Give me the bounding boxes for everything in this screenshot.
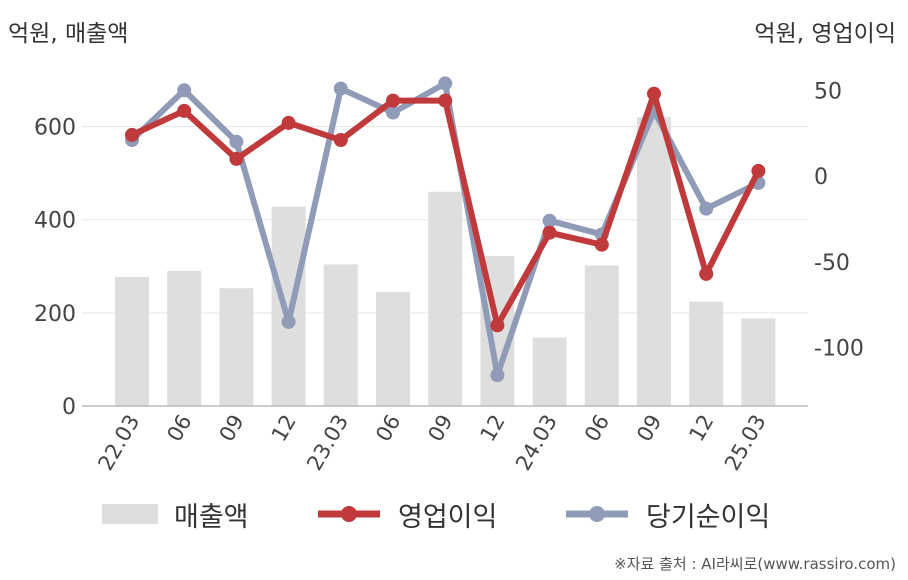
point-op xyxy=(438,93,453,108)
y-right-tick-label: 50 xyxy=(814,79,842,104)
bar-sales xyxy=(428,191,463,406)
point-op xyxy=(229,151,244,166)
y-left-tick-label: 200 xyxy=(34,302,76,327)
point-net xyxy=(438,76,453,91)
legend-label-sales: 매출액 xyxy=(174,501,249,533)
y-left-tick-label: 600 xyxy=(34,116,76,141)
bar-sales xyxy=(219,288,254,406)
bar-sales xyxy=(167,270,202,406)
point-op xyxy=(177,103,192,118)
y-left-tick-label: 0 xyxy=(62,395,76,420)
y-right-tick-label: -50 xyxy=(814,251,850,276)
point-op xyxy=(542,225,557,240)
point-net xyxy=(177,83,192,98)
x-tick-label: 12 xyxy=(684,411,718,446)
point-op xyxy=(333,133,348,148)
legend-swatch-net xyxy=(566,506,628,522)
y-right-tick-label: -100 xyxy=(814,337,864,362)
point-net xyxy=(490,368,505,383)
point-op xyxy=(125,127,139,142)
point-op xyxy=(647,86,661,101)
source-note: ※자료 출처 : AI라씨로(www.rassiro.com) xyxy=(614,555,896,573)
legend-swatch-sales xyxy=(102,504,158,524)
y-right-tick-label: 0 xyxy=(814,165,828,190)
point-net xyxy=(333,81,348,96)
x-tick-label: 06 xyxy=(162,411,196,446)
x-tick-label: 25.03 xyxy=(720,411,771,475)
point-net xyxy=(699,201,714,216)
bar-sales xyxy=(323,264,358,406)
legend-label-op: 영업이익 xyxy=(398,501,498,533)
x-tick-label: 09 xyxy=(423,411,457,446)
point-net xyxy=(281,314,296,329)
bar-sales xyxy=(689,301,724,406)
x-tick-label: 23.03 xyxy=(302,411,353,475)
x-tick-label: 09 xyxy=(215,411,249,446)
point-op xyxy=(751,163,766,178)
x-tick-label: 22.03 xyxy=(93,411,144,475)
point-op xyxy=(386,93,400,108)
x-tick-label: 12 xyxy=(476,411,510,446)
point-net xyxy=(386,105,400,120)
legend-item-net: 당기순이익 xyxy=(564,494,770,534)
x-tick-label: 12 xyxy=(267,411,301,446)
bar-sales xyxy=(741,318,776,406)
point-op xyxy=(699,266,714,281)
right-axis-unit: 억원, 영업이익 xyxy=(754,21,896,47)
point-net xyxy=(542,213,557,228)
left-axis-unit: 억원, 매출액 xyxy=(8,21,129,47)
legend: 매출액 영업이익 당기순이익 xyxy=(0,494,908,534)
x-tick-label: 06 xyxy=(580,411,614,446)
bar-sales xyxy=(115,276,149,406)
x-tick-label: 24.03 xyxy=(511,411,562,475)
legend-swatch-op xyxy=(318,506,380,522)
y-left-tick-label: 400 xyxy=(34,209,76,234)
x-tick-label: 09 xyxy=(632,411,666,446)
legend-item-sales: 매출액 xyxy=(102,494,249,534)
legend-item-op: 영업이익 xyxy=(316,494,497,534)
legend-label-net: 당기순이익 xyxy=(646,501,771,533)
point-op xyxy=(490,318,505,333)
x-tick-label: 06 xyxy=(371,411,405,446)
point-op xyxy=(594,237,609,252)
point-op xyxy=(281,115,296,130)
bar-sales xyxy=(532,337,567,406)
bar-sales xyxy=(376,291,410,406)
bar-sales xyxy=(637,117,671,406)
bar-sales xyxy=(271,206,306,406)
point-net xyxy=(229,134,244,149)
bar-sales xyxy=(584,265,619,406)
